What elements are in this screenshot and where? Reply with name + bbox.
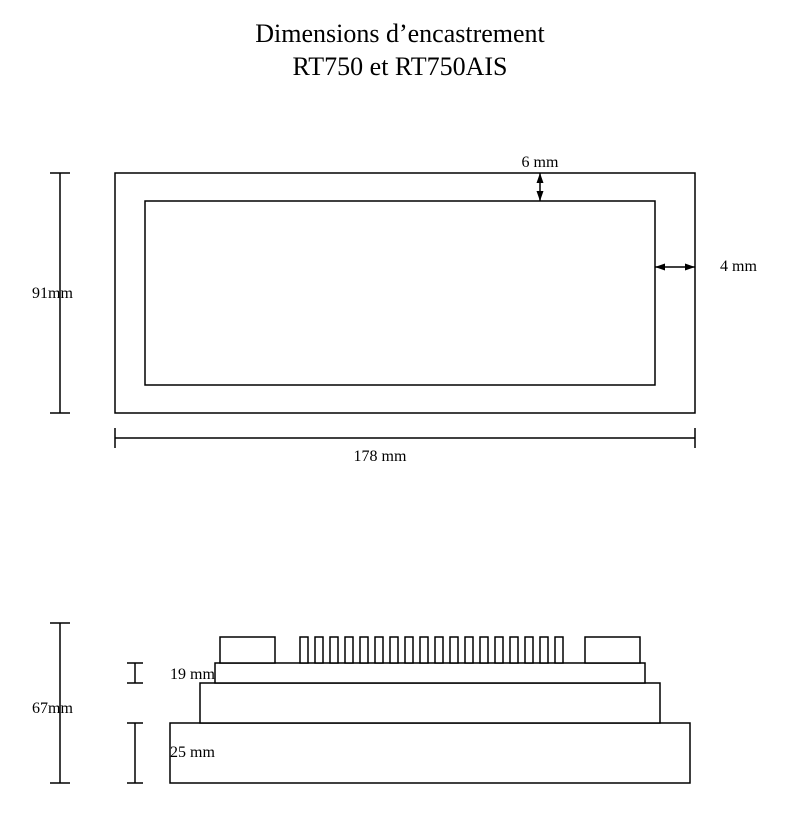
front-inner-rect xyxy=(145,201,655,385)
heatsink-fin xyxy=(540,637,548,663)
dim-25mm: 25 mm xyxy=(170,744,215,761)
heatsink-fin xyxy=(405,637,413,663)
heatsink-fin xyxy=(345,637,353,663)
title-line-1: Dimensions d’encastrement xyxy=(255,19,545,48)
heatsink-fin xyxy=(525,637,533,663)
heatsink-fin xyxy=(480,637,488,663)
heatsink-fin xyxy=(330,637,338,663)
heatsink-fin xyxy=(390,637,398,663)
dim-6mm: 6 mm xyxy=(522,154,559,171)
heatsink-fin xyxy=(435,637,443,663)
side-base-rect xyxy=(170,723,690,783)
heatsink-fin xyxy=(420,637,428,663)
side-left-block xyxy=(220,637,275,663)
heatsink-fin xyxy=(450,637,458,663)
heatsink-fin xyxy=(300,637,308,663)
dim-19mm: 19 mm xyxy=(170,666,215,683)
dim-178mm: 178 mm xyxy=(354,448,407,465)
dim-4mm: 4 mm xyxy=(720,258,757,275)
dim-91mm: 91mm xyxy=(32,285,73,302)
heatsink-fin xyxy=(555,637,563,663)
dimension-diagram: 91mm 178 mm 6 mm 4 mm 67mm 19 mm 25 mm xyxy=(0,83,800,823)
heatsink-fin xyxy=(510,637,518,663)
side-right-block xyxy=(585,637,640,663)
heatsink-fin xyxy=(315,637,323,663)
heatsink-fin xyxy=(465,637,473,663)
title-line-2: RT750 et RT750AIS xyxy=(293,52,508,81)
side-top-rect xyxy=(215,663,645,683)
heatsink-fin xyxy=(360,637,368,663)
side-mid-rect xyxy=(200,683,660,723)
dim-67mm: 67mm xyxy=(32,700,73,717)
heatsink-fin xyxy=(495,637,503,663)
heatsink-fin xyxy=(375,637,383,663)
diagram-title: Dimensions d’encastrement RT750 et RT750… xyxy=(0,0,800,83)
